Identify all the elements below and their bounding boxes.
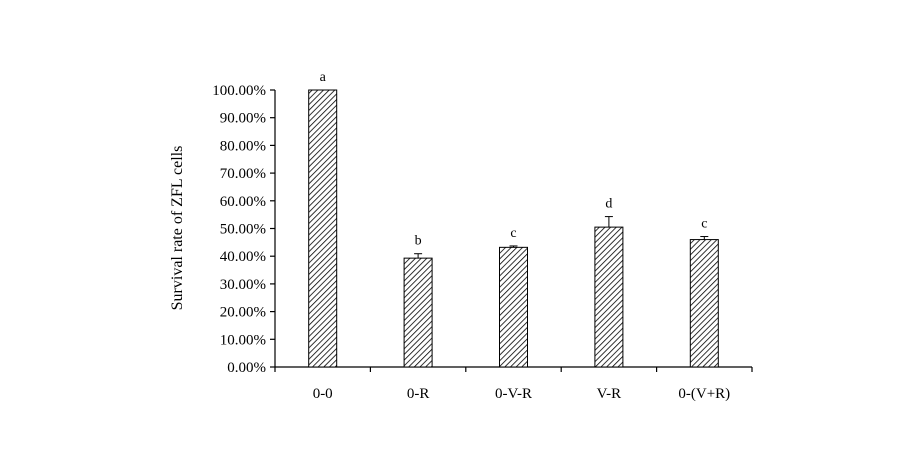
x-tick-label: 0-R — [407, 386, 430, 402]
x-tick-label: 0-V-R — [495, 386, 532, 402]
y-tick-label: 20.00% — [220, 305, 266, 321]
labels: a 0-0 b 0-R c 0-V-R d V-R c 0-(V+R) — [313, 70, 730, 402]
y-tick-label: 50.00% — [220, 222, 266, 238]
significance-label: d — [605, 197, 612, 212]
y-tick-label: 40.00% — [220, 249, 266, 265]
significance-label: c — [701, 217, 707, 232]
y-tick-label: 10.00% — [220, 332, 266, 348]
y-tick-label: 30.00% — [220, 277, 266, 293]
y-tick-label: 90.00% — [220, 111, 266, 127]
y-tick-label: 60.00% — [220, 194, 266, 210]
y-axis-title: Survival rate of ZFL cells — [169, 146, 186, 311]
y-tick-label: 70.00% — [220, 166, 266, 182]
x-axis — [274, 366, 753, 372]
y-tick-label: 100.00% — [212, 83, 266, 99]
y-tick-label: 0.00% — [227, 360, 266, 376]
bars — [308, 89, 719, 368]
bar — [689, 239, 719, 368]
significance-label: a — [320, 70, 327, 85]
y-axis: 0.00% 10.00% 20.00% 30.00% 40.00% 50.00% 60.00… — [212, 83, 276, 376]
x-tick-label: 0-0 — [313, 386, 333, 402]
x-tick-label: V-R — [597, 386, 621, 402]
x-tick-label: 0-(V+R) — [678, 386, 730, 402]
y-tick-label: 80.00% — [220, 138, 266, 154]
bar — [308, 89, 338, 368]
bar — [594, 226, 624, 368]
bar — [403, 257, 433, 368]
bar — [499, 246, 528, 368]
significance-label: c — [510, 226, 516, 241]
significance-label: b — [415, 234, 422, 249]
